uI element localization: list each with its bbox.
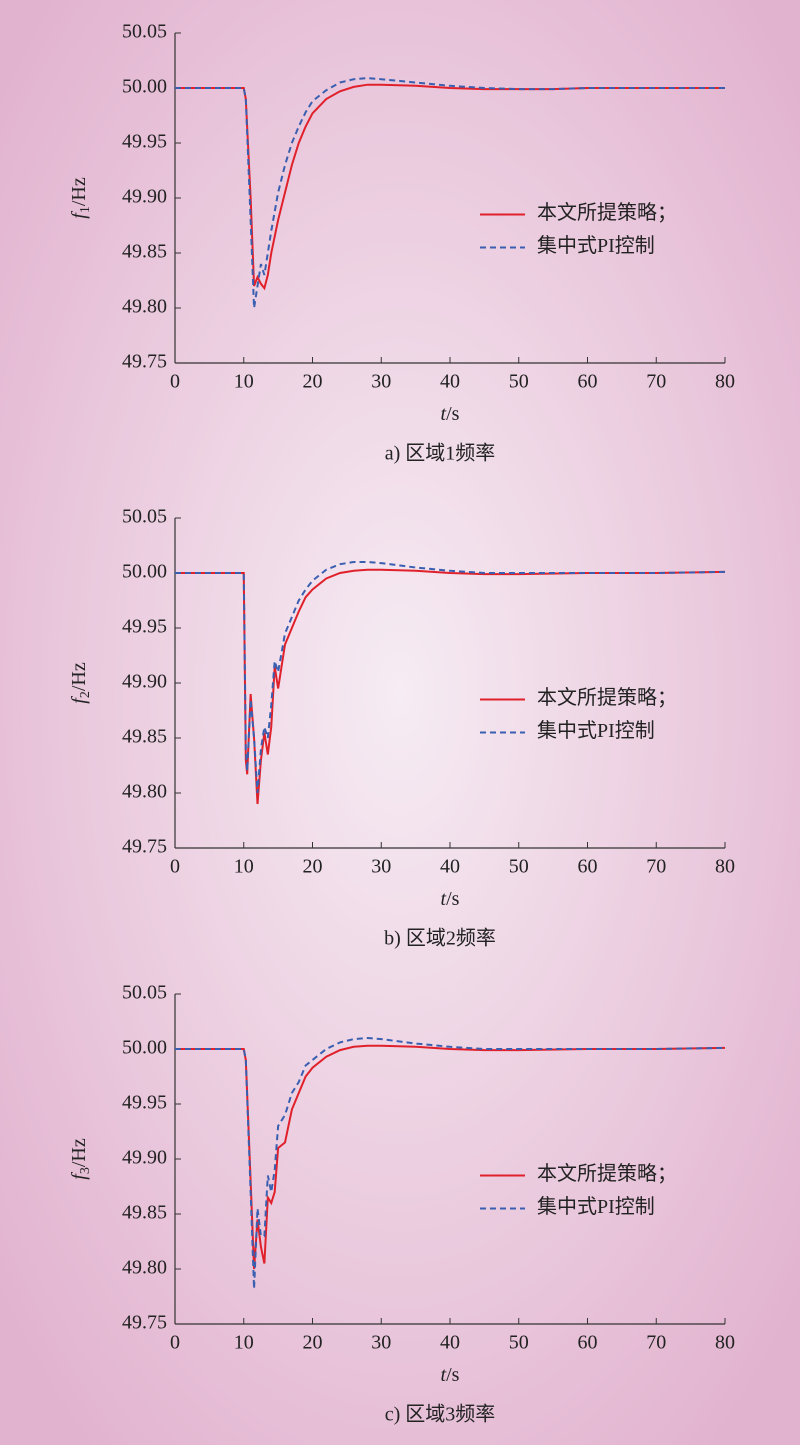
x-tick-label: 60 — [578, 856, 598, 878]
legend-label: 本文所提策略； — [537, 686, 677, 709]
series-line — [175, 561, 726, 794]
x-tick-label: 70 — [646, 1332, 666, 1354]
legend-label: 集中式PI控制 — [537, 719, 655, 742]
caption: a) 区域1频率 — [385, 442, 496, 465]
y-tick-label: 50.05 — [122, 982, 167, 1004]
y-label-symbol: f — [68, 1172, 90, 1180]
x-tick-label: 40 — [440, 371, 460, 393]
y-tick-label: 49.80 — [122, 781, 167, 803]
y-tick-label: 49.75 — [122, 351, 167, 373]
y-label-subscript: 3 — [78, 1167, 93, 1174]
series-line — [175, 77, 725, 309]
y-tick-label: 50.05 — [122, 506, 167, 528]
legend-label: 集中式PI控制 — [537, 1195, 655, 1218]
y-tick-label: 49.80 — [122, 1257, 167, 1279]
x-tick-label: 70 — [646, 371, 666, 393]
y-tick-label: 50.00 — [122, 76, 167, 98]
x-tick-label: 80 — [715, 856, 735, 878]
y-tick-label: 49.90 — [122, 671, 167, 693]
legend-label: 本文所提策略； — [537, 201, 677, 224]
series-line — [175, 1036, 726, 1289]
x-tick-label: 20 — [303, 856, 323, 878]
series-line — [175, 83, 725, 291]
x-tick-label: 60 — [578, 1332, 598, 1354]
y-tick-label: 49.85 — [122, 1202, 167, 1224]
y-tick-label: 49.75 — [122, 1312, 167, 1334]
y-label-subscript: 2 — [78, 691, 93, 698]
y-tick-label: 50.00 — [122, 561, 167, 583]
x-label-symbol: t — [441, 1364, 447, 1386]
series-line — [175, 568, 726, 805]
x-tick-label: 0 — [170, 856, 180, 878]
y-tick-label: 50.00 — [122, 1037, 167, 1059]
y-tick-label: 49.90 — [122, 186, 167, 208]
x-tick-label: 10 — [234, 371, 254, 393]
y-tick-label: 49.75 — [122, 836, 167, 858]
x-tick-label: 30 — [371, 856, 391, 878]
x-tick-label: 20 — [303, 371, 323, 393]
x-axis-label: t/s — [441, 403, 460, 425]
x-tick-label: 40 — [440, 1332, 460, 1354]
x-tick-label: 60 — [578, 371, 598, 393]
x-tick-label: 80 — [715, 371, 735, 393]
y-axis-label: f3/Hz — [68, 1138, 94, 1180]
x-label-unit: /s — [446, 403, 460, 425]
x-label-unit: /s — [446, 888, 460, 910]
x-tick-label: 20 — [303, 1332, 323, 1354]
x-label-unit: /s — [446, 1364, 460, 1386]
y-tick-label: 49.95 — [122, 1092, 167, 1114]
x-axis-label: t/s — [441, 888, 460, 910]
y-label-unit: /Hz — [68, 662, 90, 691]
y-label-unit: /Hz — [68, 1138, 90, 1167]
x-tick-label: 10 — [234, 856, 254, 878]
y-tick-label: 49.85 — [122, 726, 167, 748]
x-tick-label: 30 — [371, 371, 391, 393]
x-tick-label: 50 — [509, 371, 529, 393]
y-label-subscript: 1 — [78, 206, 93, 213]
x-label-symbol: t — [441, 403, 447, 425]
y-tick-label: 49.95 — [122, 616, 167, 638]
y-tick-label: 49.90 — [122, 1147, 167, 1169]
x-tick-label: 40 — [440, 856, 460, 878]
x-tick-label: 80 — [715, 1332, 735, 1354]
y-tick-label: 50.05 — [122, 21, 167, 43]
y-label-unit: /Hz — [68, 177, 90, 206]
legend-label: 集中式PI控制 — [537, 234, 655, 257]
x-tick-label: 70 — [646, 856, 666, 878]
y-label-symbol: f — [68, 696, 90, 704]
y-tick-label: 49.80 — [122, 296, 167, 318]
x-tick-label: 10 — [234, 1332, 254, 1354]
y-axis-label: f1/Hz — [68, 177, 94, 219]
caption: b) 区域2频率 — [384, 927, 496, 950]
y-tick-label: 49.95 — [122, 131, 167, 153]
x-tick-label: 0 — [170, 371, 180, 393]
y-axis-label: f2/Hz — [68, 662, 94, 704]
x-axis-label: t/s — [441, 1364, 460, 1386]
x-tick-label: 50 — [509, 1332, 529, 1354]
x-tick-label: 50 — [509, 856, 529, 878]
y-tick-label: 49.85 — [122, 241, 167, 263]
legend-label: 本文所提策略； — [537, 1162, 677, 1185]
x-tick-label: 0 — [170, 1332, 180, 1354]
y-label-symbol: f — [68, 211, 90, 219]
x-label-symbol: t — [441, 888, 447, 910]
caption: c) 区域3频率 — [385, 1403, 496, 1426]
x-tick-label: 30 — [371, 1332, 391, 1354]
